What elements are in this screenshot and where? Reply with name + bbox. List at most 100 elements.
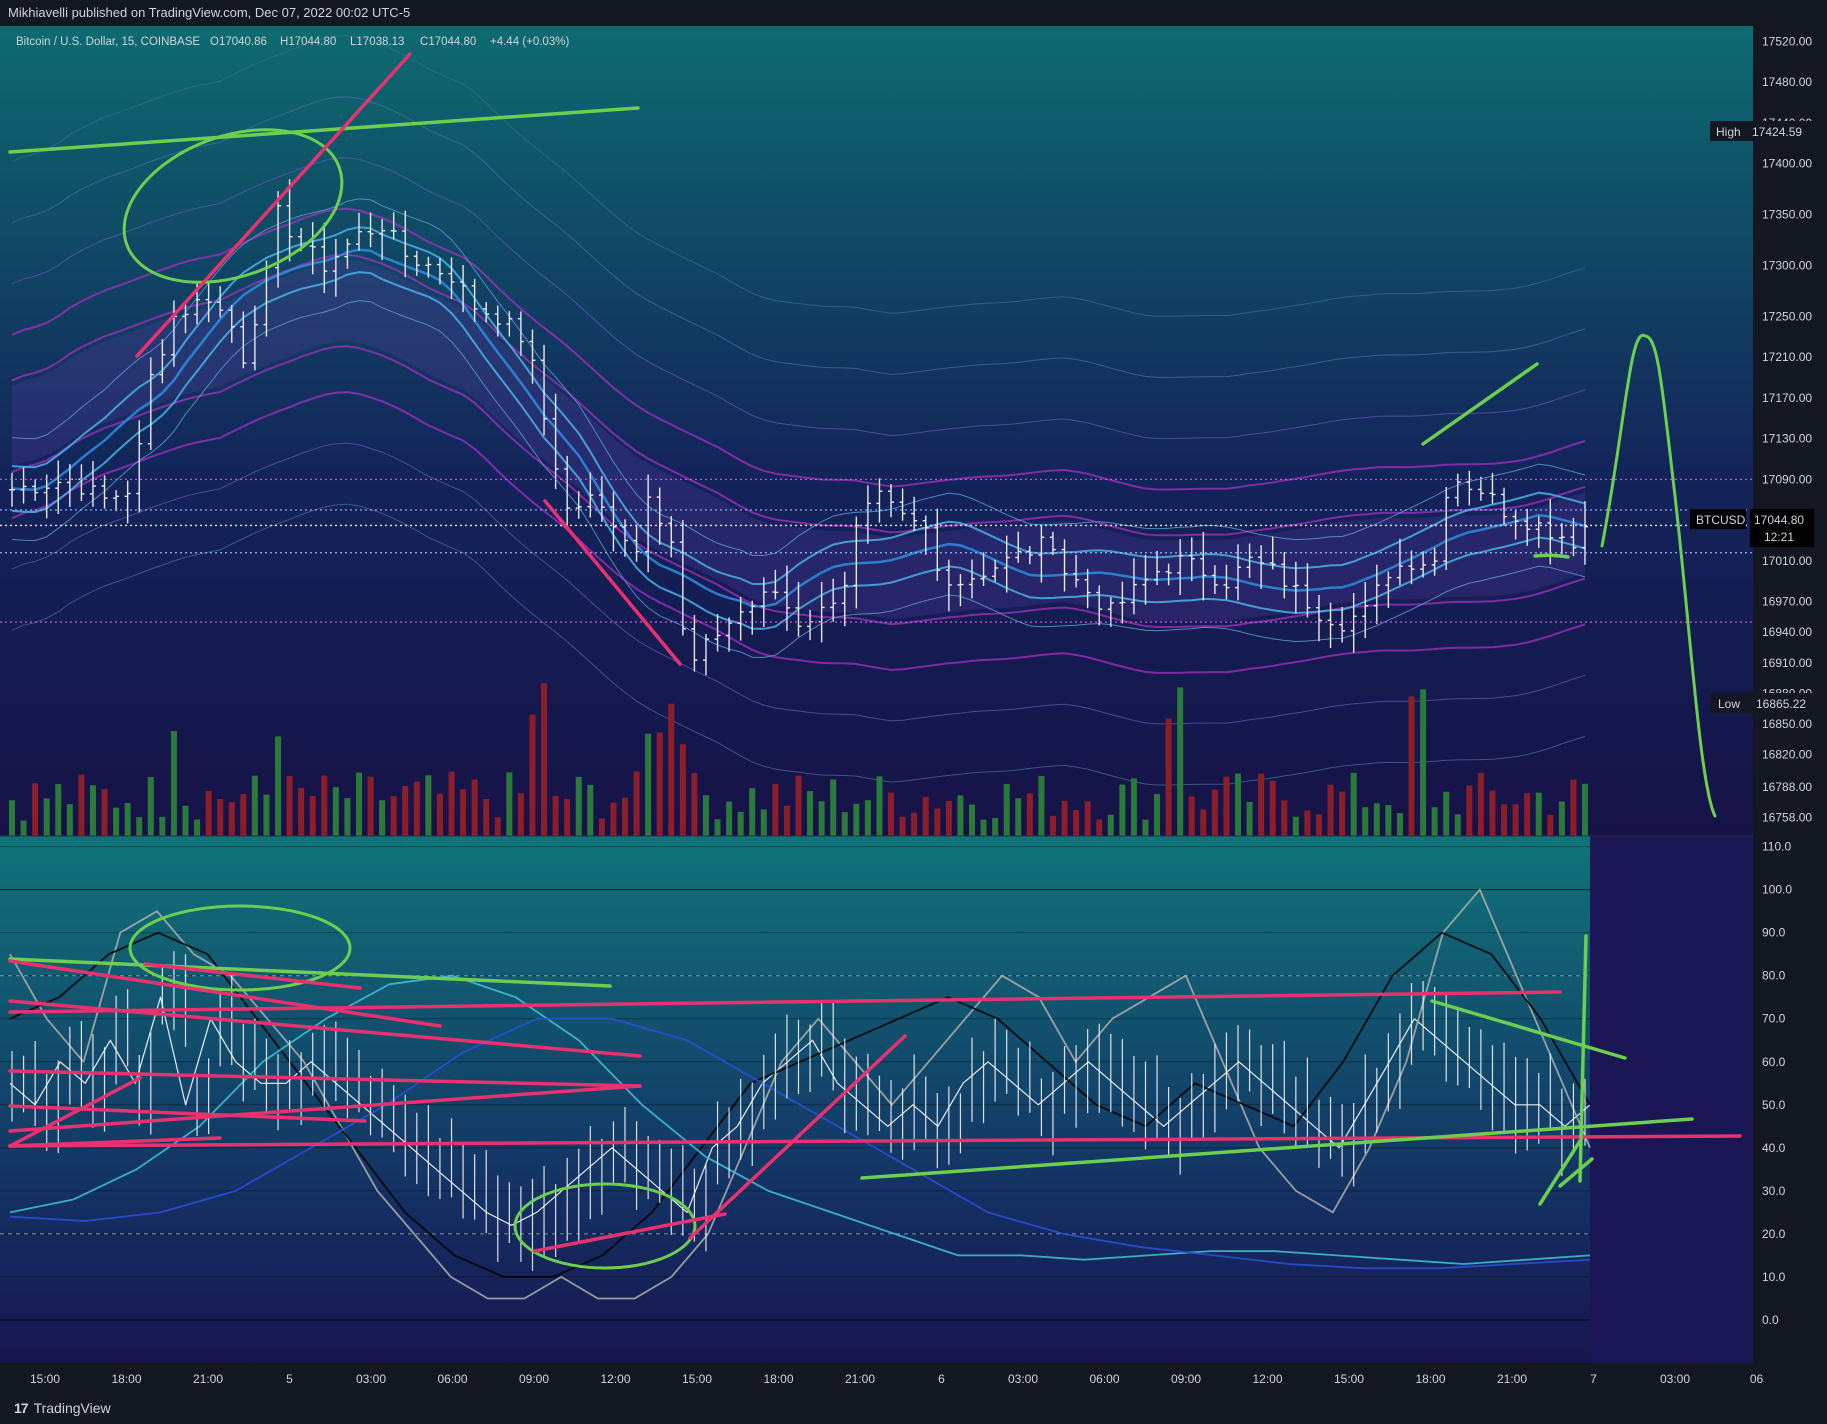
volume-bar	[55, 784, 62, 836]
volume-bar	[1154, 794, 1161, 836]
volume-bar	[1327, 784, 1334, 836]
volume-bar	[899, 816, 906, 836]
volume-bar	[876, 776, 883, 836]
volume-bar	[1512, 804, 1519, 836]
volume-bar	[43, 798, 50, 836]
price-tick-label: 16940.00	[1762, 625, 1812, 639]
price-pane[interactable]: 17520.0017480.0017440.0017400.0017350.00…	[0, 26, 1812, 836]
volume-bar	[1501, 804, 1508, 836]
volume-bar	[1165, 718, 1172, 836]
volume-bar	[309, 796, 316, 836]
volume-bar	[1582, 783, 1588, 836]
price-lines	[0, 478, 1753, 623]
footer-brand[interactable]: 17 TradingView	[0, 1393, 1827, 1424]
price-tick-label: 16758.00	[1762, 811, 1812, 825]
volume-bar	[598, 818, 605, 836]
volume-bar	[1396, 813, 1403, 836]
ohlc-open: O17040.86	[210, 36, 267, 48]
volume-bar	[483, 798, 490, 836]
volume-bar	[980, 819, 987, 836]
volume-bars	[9, 683, 1588, 836]
trendline-drawings	[8, 52, 1717, 818]
osc-tick-label: 100.0	[1762, 883, 1792, 897]
time-tick-label: 06	[1750, 1372, 1764, 1386]
time-tick-label: 18:00	[111, 1372, 141, 1386]
osc-series-line	[9, 888, 1591, 1300]
volume-bar	[1304, 810, 1311, 836]
volume-bar	[1292, 816, 1299, 836]
volume-bar	[66, 804, 73, 836]
osc-tick-label: 60.0	[1762, 1055, 1786, 1069]
volume-bar	[622, 797, 629, 836]
brand-name: TradingView	[33, 1400, 111, 1416]
volume-bar	[1246, 801, 1253, 836]
volume-bar	[749, 788, 756, 836]
volume-bar	[818, 801, 825, 836]
volume-bar	[633, 771, 640, 836]
volume-bar	[1558, 801, 1565, 836]
last-symbol: BTCUSD	[1696, 513, 1746, 527]
volume-bar	[286, 776, 293, 836]
time-tick-label: 5	[286, 1372, 293, 1386]
volume-bar	[795, 775, 802, 836]
countdown: 12:21	[1764, 530, 1794, 544]
oscillator-drawings	[8, 904, 1742, 1270]
time-tick-label: 06:00	[1089, 1372, 1119, 1386]
time-tick-label: 03:00	[1660, 1372, 1690, 1386]
time-tick-label: 7	[1590, 1372, 1597, 1386]
chart-canvas: 17520.0017480.0017440.0017400.0017350.00…	[0, 26, 1814, 1393]
volume-bar	[1339, 791, 1346, 836]
volume-bar	[760, 809, 767, 836]
volume-bar	[1362, 807, 1369, 836]
volume-bar	[1315, 814, 1322, 836]
volume-bar	[9, 800, 15, 836]
volume-bar	[1258, 773, 1265, 836]
volume-bar	[355, 772, 362, 836]
volume-bar	[575, 776, 582, 836]
osc-tick-label: 30.0	[1762, 1184, 1786, 1198]
price-tick-label: 17010.00	[1762, 554, 1812, 568]
volume-bar	[1443, 791, 1450, 836]
volume-bar	[1408, 696, 1415, 836]
volume-bar	[1200, 809, 1207, 836]
price-tick-label: 16910.00	[1762, 656, 1812, 670]
price-tick-label: 16850.00	[1762, 717, 1812, 731]
high-label: High 17424.59	[1710, 121, 1814, 141]
volume-bar	[691, 773, 698, 836]
time-tick-label: 09:00	[519, 1372, 549, 1386]
price-tick-label: 16788.00	[1762, 780, 1812, 794]
volume-bar	[147, 776, 154, 836]
time-tick-label: 15:00	[30, 1372, 60, 1386]
volume-bar	[205, 790, 212, 836]
time-tick-label: 18:00	[763, 1372, 793, 1386]
price-tick-label: 17090.00	[1762, 472, 1812, 486]
volume-bar	[1211, 789, 1218, 836]
last-price-label: BTCUSD 17044.80 12:21	[1690, 509, 1814, 547]
volume-bar	[1073, 809, 1080, 836]
volume-bar	[194, 819, 201, 836]
volume-bar	[321, 775, 328, 836]
oscillator-grid	[0, 846, 1590, 1321]
volume-bar	[89, 785, 96, 836]
ohlc-low: L17038.13	[350, 36, 404, 48]
price-tick-label: 17480.00	[1762, 75, 1812, 89]
oscillator-axis[interactable]: 110.0 100.0 90.0 80.0 70.0 60.0 50.0 40.0 30.0 20…	[1762, 840, 1792, 1327]
volume-bar	[1130, 778, 1137, 836]
time-axis[interactable]: 15:00 18:00 21:00 5 03:00 06:00 09:00 12:00 15:0…	[30, 1372, 1764, 1386]
volume-bar	[1547, 814, 1554, 836]
time-tick-label: 03:00	[1008, 1372, 1038, 1386]
svg-text:Low: Low	[1718, 697, 1740, 711]
time-tick-label: 21:00	[845, 1372, 875, 1386]
volume-bar	[1524, 793, 1531, 836]
oscillator-pane[interactable]: 110.0 100.0 90.0 80.0 70.0 60.0 50.0 40.0 30.0 20…	[0, 836, 1792, 1363]
ohlc-change: +4.44 (+0.03%)	[490, 36, 569, 48]
osc-series-line	[9, 931, 1591, 1278]
volume-bar	[529, 714, 536, 836]
time-tick-label: 09:00	[1171, 1372, 1201, 1386]
volume-bar	[922, 796, 929, 836]
volume-bar	[968, 804, 975, 836]
volume-bar	[541, 683, 548, 836]
price-tick-label: 17400.00	[1762, 157, 1812, 171]
volume-bar	[830, 779, 837, 836]
price-tick-label: 17170.00	[1762, 391, 1812, 405]
